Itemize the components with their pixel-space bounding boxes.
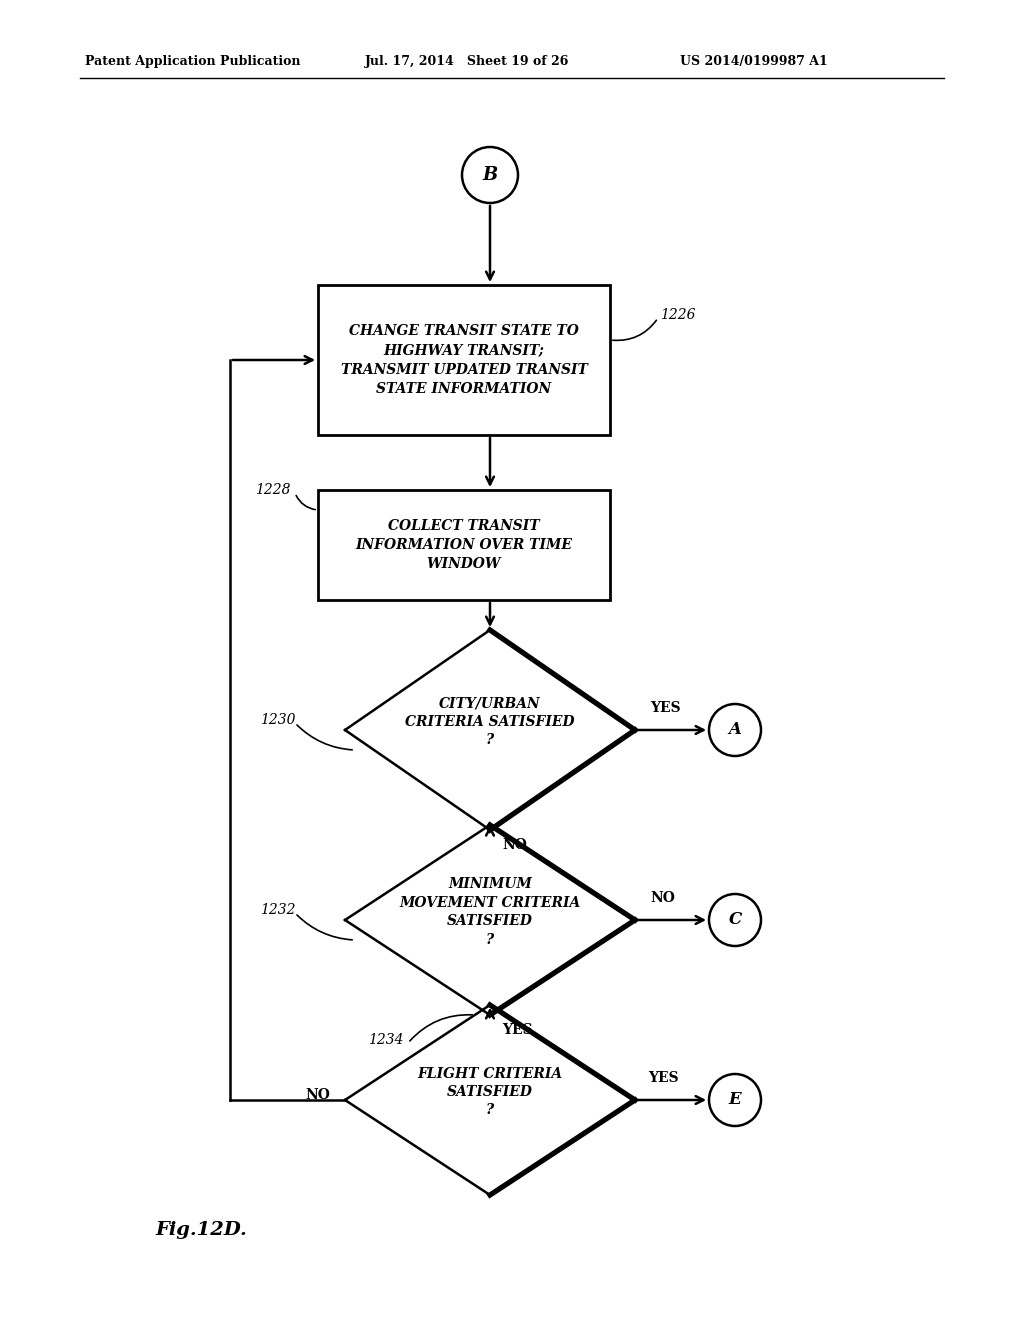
- Text: COLLECT TRANSIT
INFORMATION OVER TIME
WINDOW: COLLECT TRANSIT INFORMATION OVER TIME WI…: [355, 519, 572, 572]
- Text: NO: NO: [305, 1088, 330, 1102]
- Text: CITY/URBAN
CRITERIA SATISFIED
?: CITY/URBAN CRITERIA SATISFIED ?: [406, 697, 574, 747]
- Text: NO: NO: [502, 838, 527, 851]
- Text: US 2014/0199987 A1: US 2014/0199987 A1: [680, 55, 827, 69]
- FancyBboxPatch shape: [318, 285, 610, 436]
- Text: Jul. 17, 2014   Sheet 19 of 26: Jul. 17, 2014 Sheet 19 of 26: [365, 55, 569, 69]
- Text: MINIMUM
MOVEMENT CRITERIA
SATISFIED
?: MINIMUM MOVEMENT CRITERIA SATISFIED ?: [399, 878, 581, 946]
- Text: CHANGE TRANSIT STATE TO
HIGHWAY TRANSIT;
TRANSMIT UPDATED TRANSIT
STATE INFORMAT: CHANGE TRANSIT STATE TO HIGHWAY TRANSIT;…: [341, 323, 588, 396]
- Text: Patent Application Publication: Patent Application Publication: [85, 55, 300, 69]
- Text: E: E: [729, 1092, 741, 1109]
- Text: C: C: [728, 912, 741, 928]
- Text: 1228: 1228: [255, 483, 291, 498]
- Text: YES: YES: [502, 1023, 532, 1038]
- Text: 1234: 1234: [368, 1034, 403, 1047]
- Text: 1230: 1230: [260, 713, 296, 727]
- Text: B: B: [482, 166, 498, 183]
- Text: Fig.12D.: Fig.12D.: [155, 1221, 247, 1239]
- Text: A: A: [728, 722, 741, 738]
- Text: FLIGHT CRITERIA
SATISFIED
?: FLIGHT CRITERIA SATISFIED ?: [418, 1067, 562, 1118]
- Text: 1226: 1226: [660, 308, 695, 322]
- Text: YES: YES: [649, 701, 680, 715]
- Text: 1232: 1232: [260, 903, 296, 917]
- FancyBboxPatch shape: [318, 490, 610, 601]
- Text: NO: NO: [650, 891, 676, 906]
- Text: YES: YES: [648, 1071, 678, 1085]
